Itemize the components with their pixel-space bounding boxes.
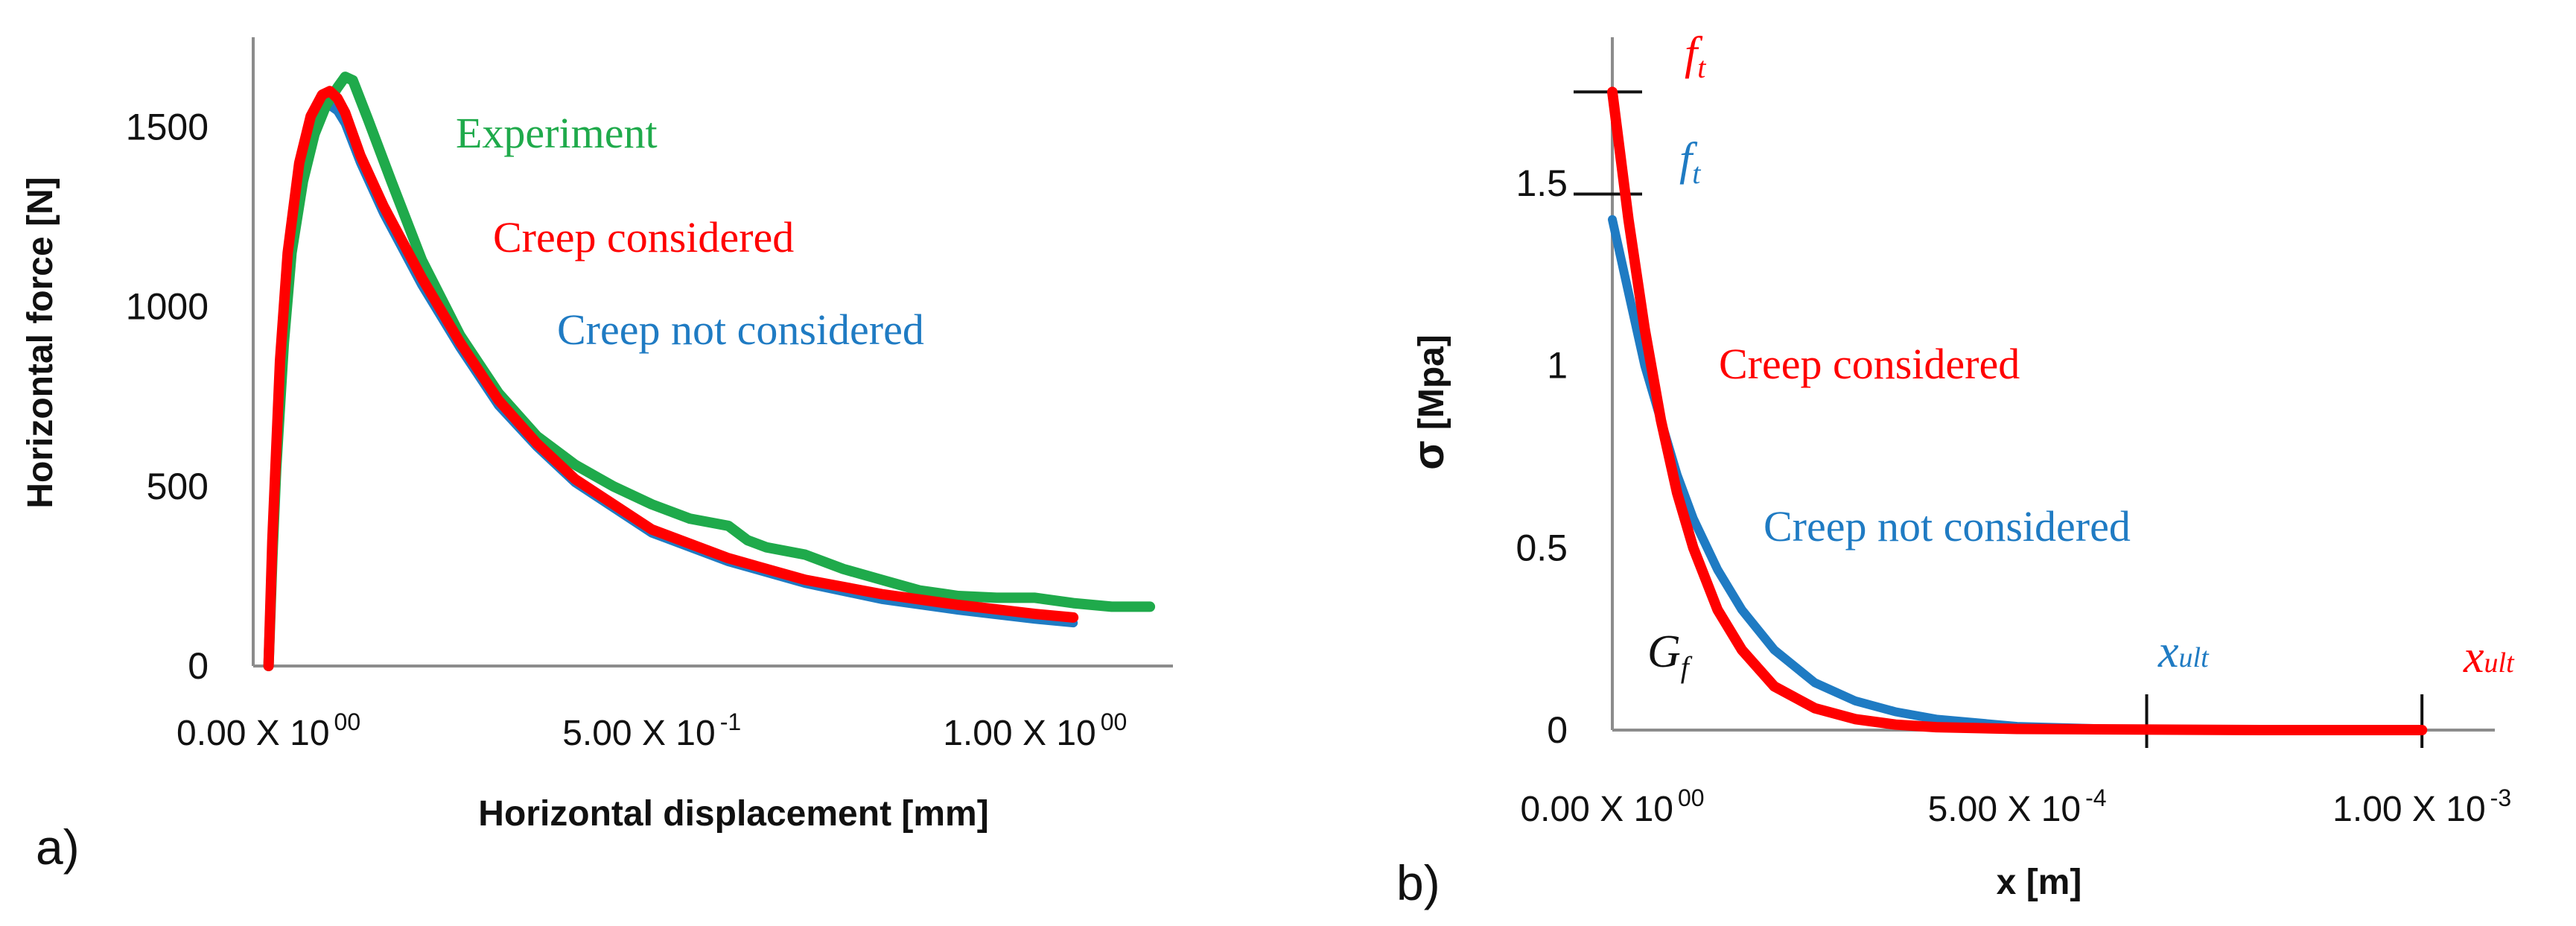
xult-red-subscript: ult	[2484, 647, 2516, 679]
sigma-symbol: σ	[1405, 440, 1453, 470]
tick-mantissa: 5.00 X 10	[562, 714, 716, 753]
panel-b-x-tick-label: 5.00 X 10 -4	[1928, 784, 2107, 829]
tick-mantissa: 0.00 X 10	[176, 714, 330, 753]
sigma-unit: [Mpa]	[1412, 334, 1451, 430]
tick-exponent: 00	[334, 708, 361, 735]
panel-b-series	[1607, 86, 2428, 735]
panel-a-x-tick-label: 5.00 X 10 -1	[562, 708, 741, 753]
panel-b-y-axis-label: σ [Mpa]	[1405, 334, 1453, 470]
panel-b-y-tick-labels: 0 0.5 1 1.5	[1516, 162, 1568, 751]
panel-b-x-axis-label: x [m]	[1997, 863, 2082, 902]
panel-a-x-tick-label: 1.00 X 10 00	[943, 708, 1127, 753]
panel-a-annotation-creep: Creep considered	[493, 213, 794, 261]
panel-a-annotation-no-creep: Creep not considered	[557, 305, 924, 354]
panel-b-markers	[1574, 90, 2424, 748]
panel-a-y-tick-label: 1000	[126, 286, 209, 328]
panel-b-x-tick-label: 1.00 X 10 -3	[2332, 784, 2511, 829]
xult-blue-subscript: ult	[2179, 642, 2210, 673]
panel-b-annotation-no-creep: Creep not considered	[1764, 502, 2131, 551]
tick-exponent: 00	[1678, 784, 1705, 811]
ft-red-label: ft	[1685, 28, 1706, 84]
panel-a-annotation-experiment: Experiment	[456, 109, 658, 157]
tick-mantissa: 1.00 X 10	[943, 714, 1096, 753]
panel-b-y-tick-label: 1.5	[1516, 162, 1568, 204]
ft-blue-subscript: t	[1692, 156, 1701, 190]
xult-blue-label: xult	[2157, 627, 2210, 677]
gf-symbol: G	[1647, 627, 1681, 677]
tick-mantissa: 0.00 X 10	[1520, 790, 1673, 829]
panel-a-series-creep-considered	[263, 86, 1079, 671]
tick-mantissa: 5.00 X 10	[1928, 790, 2082, 829]
tick-exponent: -3	[2490, 784, 2511, 811]
tick-exponent: -1	[720, 708, 741, 735]
tick-exponent: -4	[2085, 784, 2106, 811]
panel-a-y-tick-label: 500	[147, 466, 209, 507]
xult-red-symbol: x	[2463, 632, 2484, 682]
panel-a-series-experiment	[263, 72, 1156, 671]
panel-b-y-tick-label: 0.5	[1516, 527, 1568, 568]
gf-label: Gf	[1647, 627, 1693, 684]
panel-b-annotation-creep: Creep considered	[1719, 340, 2020, 388]
xult-blue-symbol: x	[2157, 627, 2179, 677]
panel-a-x-axis-label: Horizontal displacement [mm]	[478, 794, 988, 834]
panel-b-x-tick-label: 0.00 X 10 00	[1520, 784, 1704, 829]
ft-red-subscript: t	[1697, 51, 1706, 84]
panel-b-chart: 0 0.5 1 1.5 0.00 X 10 00 5.00 X 10 -4 1.00 X 10…	[1396, 28, 2515, 910]
tick-mantissa: 1.00 X 10	[2332, 790, 2486, 829]
panel-a-y-tick-labels: 0 500 1000 1500	[126, 107, 209, 687]
panel-a-y-tick-label: 1500	[126, 107, 209, 148]
panel-a-x-tick-label: 0.00 X 10 00	[176, 708, 360, 753]
panel-b-x-tick-labels: 0.00 X 10 00 5.00 X 10 -4 1.00 X 10 -3	[1520, 784, 2511, 829]
panel-b-y-tick-label: 0	[1547, 709, 1568, 751]
panel-a-x-tick-labels: 0.00 X 10 00 5.00 X 10 -1 1.00 X 10 00	[176, 708, 1127, 753]
tick-exponent: 00	[1101, 708, 1128, 735]
panel-a-y-tick-label: 0	[188, 645, 209, 687]
panel-a-y-axis-label: Horizontal force [N]	[21, 177, 60, 508]
xult-red-label: xult	[2463, 632, 2515, 682]
panel-b-series-creep-considered	[1607, 86, 2428, 735]
panel-a-label: a)	[36, 819, 80, 875]
panel-b-label: b)	[1396, 855, 1440, 910]
panel-b-y-tick-label: 1	[1547, 345, 1568, 387]
panel-a-series	[263, 72, 1156, 671]
